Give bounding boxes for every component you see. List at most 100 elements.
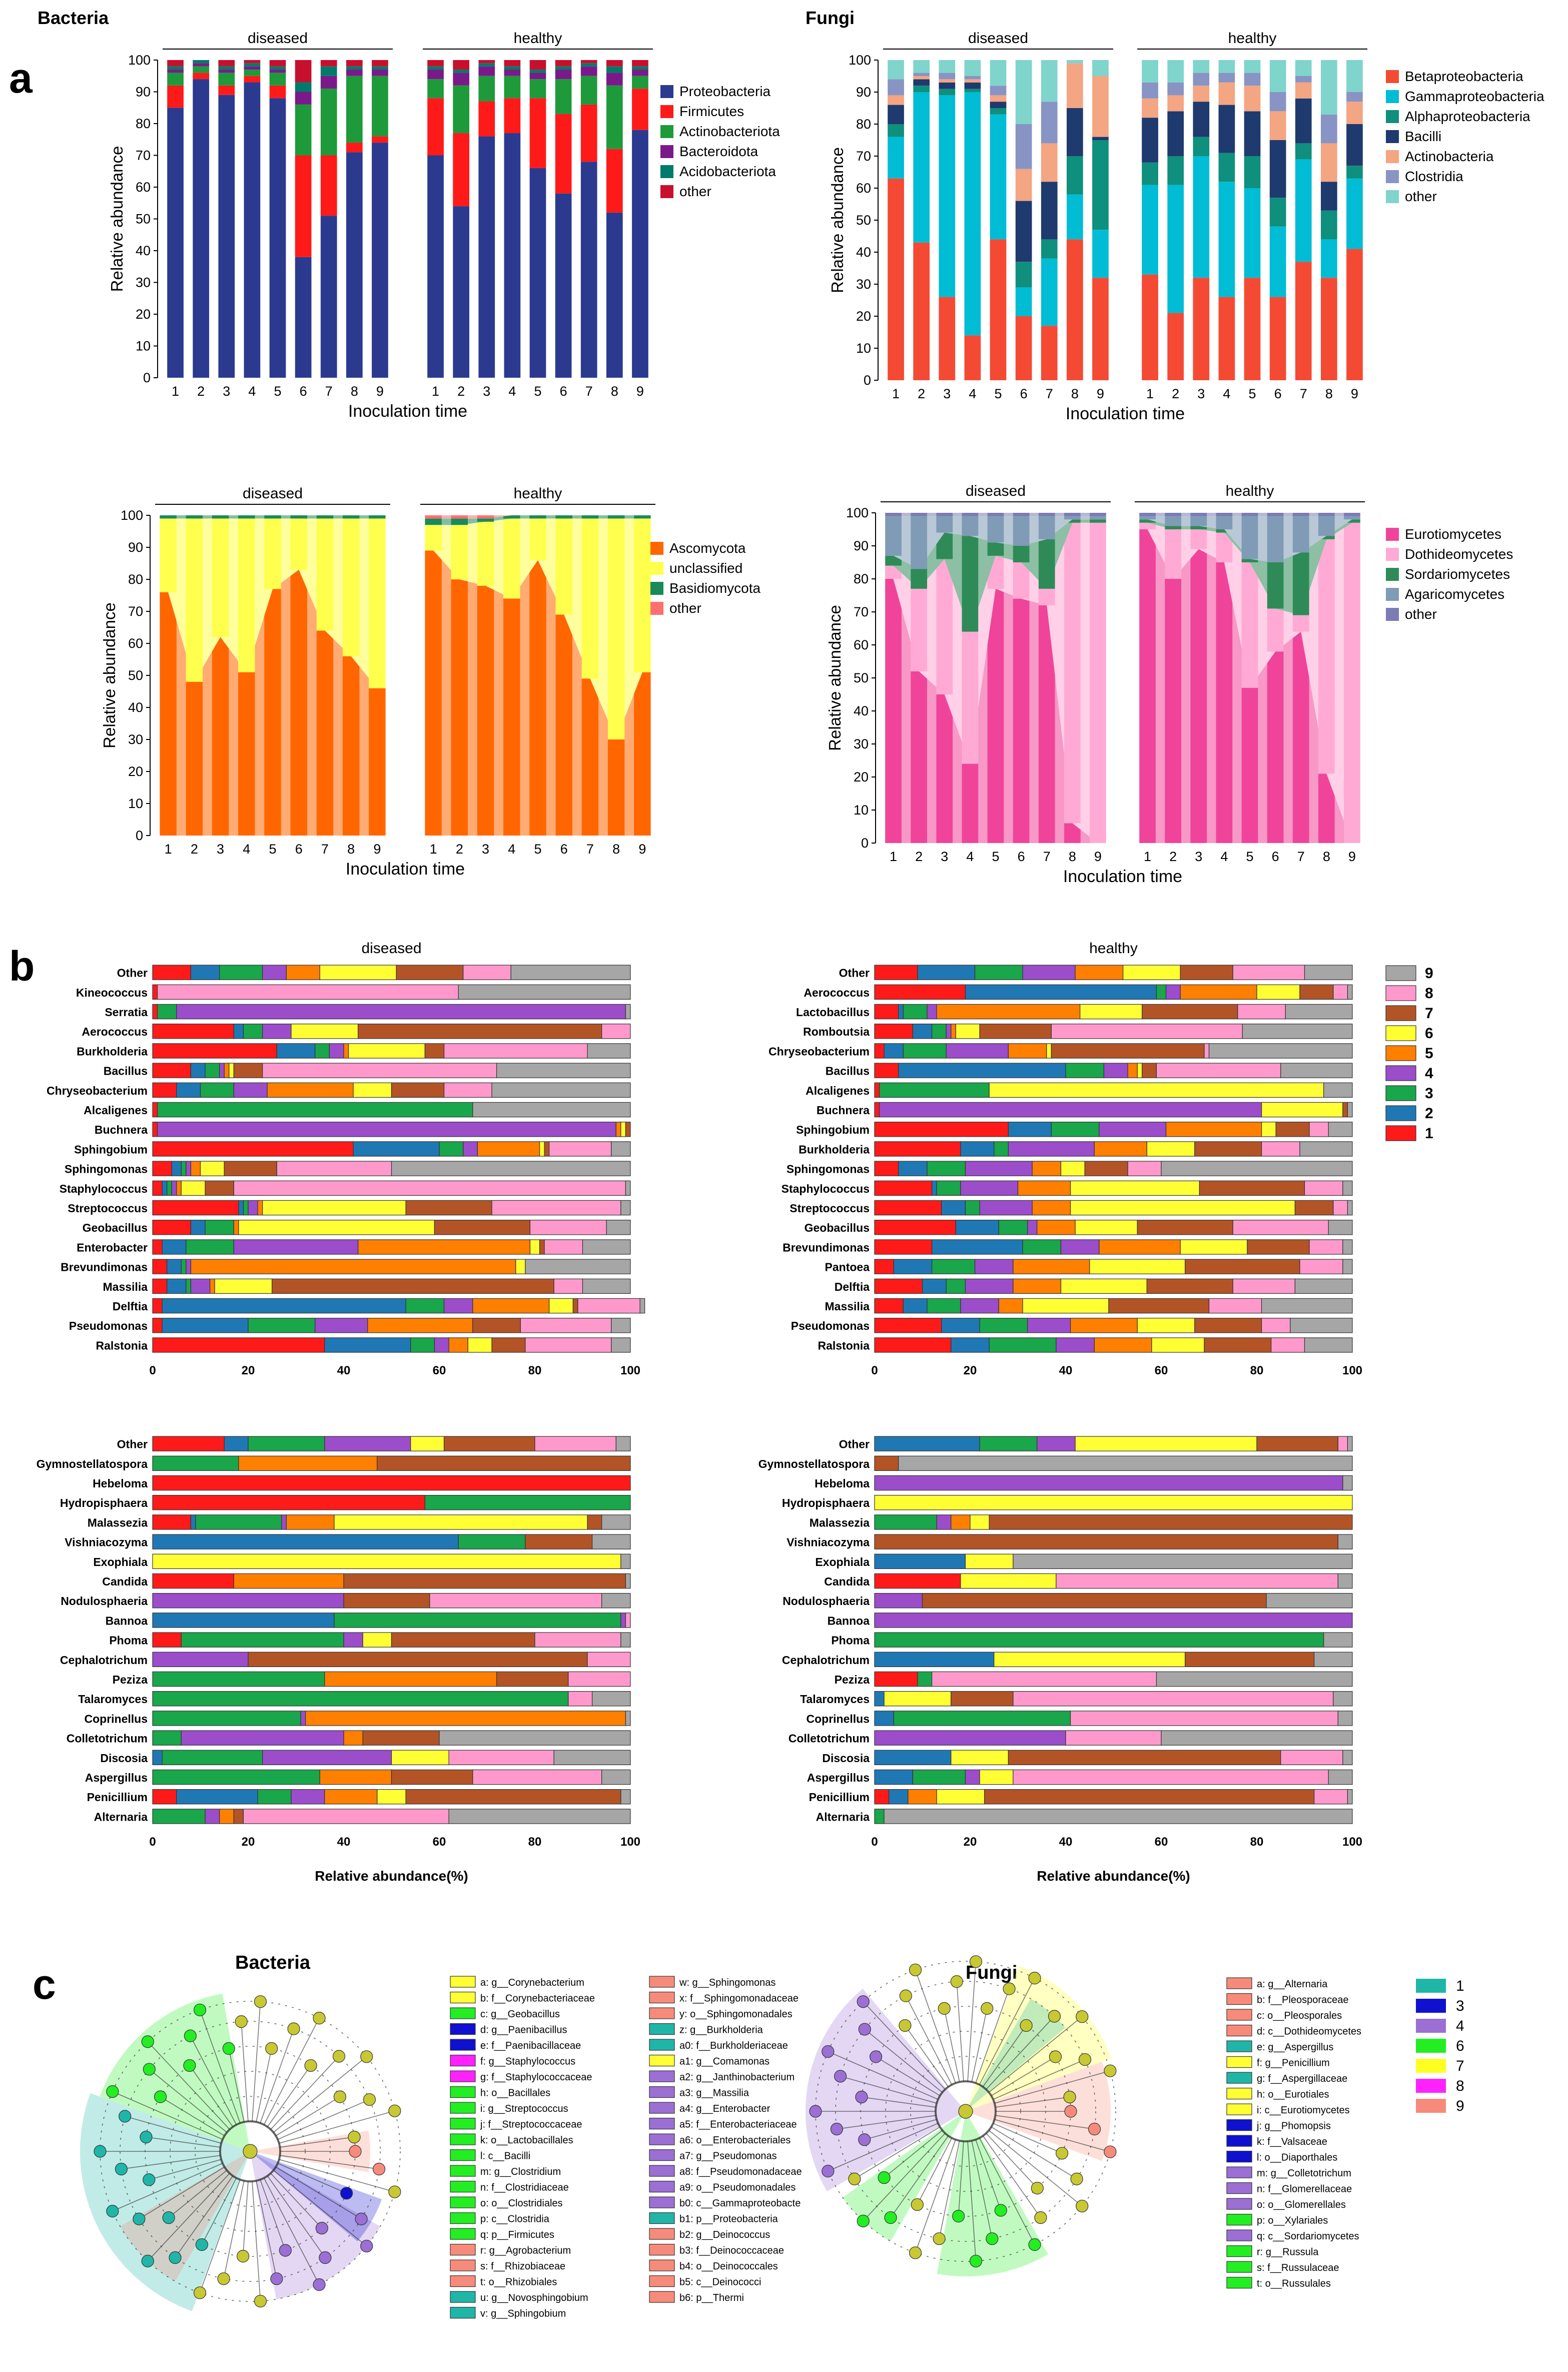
bar-segment-series-3: [243, 1200, 249, 1216]
bar-segment-Basidiomycota: [264, 515, 281, 519]
bar-segment-Basidiomycota: [342, 515, 360, 519]
bar-segment-series-6: [152, 1553, 621, 1569]
legend-label: Alphaproteobacteria: [1405, 109, 1530, 124]
legend-label: b6: p__Thermi: [679, 2292, 744, 2303]
row-label: Exophiala: [93, 1555, 148, 1568]
tree-node: [340, 2187, 353, 2200]
bar-segment-other: [913, 60, 930, 73]
legend-label: b3: f__Deinococcaceae: [679, 2245, 784, 2256]
legend-swatch: [1416, 2079, 1446, 2093]
bar-segment-series-4: [927, 1004, 937, 1020]
bar-segment-Sordariomycetes: [1190, 526, 1207, 529]
bar-segment-Dothideomycetes: [1139, 522, 1156, 529]
bar-segment-Actinobacteria: [913, 76, 930, 80]
tree-branch: [260, 2179, 286, 2251]
bar-segment-series-6: [1123, 965, 1181, 980]
bar-segment-series-3: [181, 1259, 187, 1274]
legend-swatch: [649, 2102, 675, 2114]
bar-segment-series-8: [1070, 1711, 1338, 1726]
tree-node: [1056, 2147, 1069, 2160]
legend-swatch: [649, 2228, 675, 2240]
legend-swatch: [660, 85, 673, 98]
bar-segment-series-7: [525, 1534, 593, 1549]
bar-segment-Eurotiomycetes: [911, 671, 928, 843]
legend-swatch: [649, 2291, 675, 2303]
bar-segment-Bacilli: [1193, 102, 1210, 137]
legend-label: b2: g__Deinococcus: [679, 2229, 770, 2240]
bar-segment-Firmicutes: [606, 149, 623, 213]
x-tick-label: 80: [528, 1835, 542, 1849]
bar-segment-Firmicutes: [346, 143, 363, 153]
tree-node: [933, 2232, 946, 2245]
bar-segment-Bacteroidota: [372, 70, 388, 76]
legend-swatch: [1226, 2072, 1252, 2084]
x-tick-label: 4: [248, 384, 256, 399]
bar-segment-Clostridia: [1142, 82, 1158, 99]
legend-swatch: [649, 2165, 675, 2177]
legend-label: l: c__Bacilli: [480, 2151, 530, 2162]
row-label: Candida: [824, 1575, 870, 1588]
bar-segment-Actinobacteria: [1041, 143, 1058, 182]
bar-segment-unclassified: [581, 518, 599, 679]
clade-sector: [966, 1965, 1112, 2111]
tree-node: [848, 2172, 861, 2185]
bar-segment-series-2: [190, 1220, 206, 1235]
bar-segment-series-2: [167, 1278, 187, 1294]
x-tick-label: 3: [223, 384, 230, 399]
y-axis-title: Relative abundance: [826, 605, 844, 751]
bar-segment-series-6: [1060, 1161, 1085, 1176]
bar-segment-other: [1269, 60, 1286, 92]
tree-branch: [986, 2016, 1055, 2090]
bar-segment-Agaricomycetes: [1241, 516, 1258, 559]
bar-segment-series-7: [343, 1593, 430, 1609]
group-title: diseased: [361, 940, 421, 957]
x-tick-label: 100: [1342, 1835, 1362, 1849]
chart-b-fungi-diseased: OtherGymnostellatosporaHebelomaHydropisp…: [37, 1436, 640, 1884]
bar-segment-series-8: [262, 1063, 497, 1078]
bar-segment-series-6: [1075, 1220, 1138, 1235]
row-label: Massilia: [825, 1300, 870, 1313]
bar-segment-Dothideomycetes: [1064, 522, 1081, 824]
legend-label: e: g__Aspergillus: [1257, 2042, 1333, 2053]
bar-segment-other: [529, 60, 546, 70]
bar-segment-series-5: [233, 1220, 239, 1235]
row-label: Geobacillus: [805, 1221, 870, 1234]
bar-segment-series-4: [186, 1259, 192, 1274]
tree-node: [360, 2239, 373, 2252]
tree-node: [809, 2105, 822, 2118]
bar-segment-series-9: [1347, 1102, 1353, 1118]
bar-segment-Acidobacteriota: [529, 70, 546, 73]
bar-segment-Ascomycota: [369, 688, 386, 836]
bar-segment-series-6: [319, 965, 397, 980]
row-label: Streptococcus: [790, 1202, 870, 1215]
bar-segment-series-3: [152, 1769, 320, 1785]
legend-label: Bacteroidota: [679, 144, 758, 159]
bar-segment-Proteobacteria: [529, 168, 546, 378]
bar-segment-series-1: [152, 1200, 239, 1216]
legend-label: y: o__Sphingomonadales: [679, 2009, 793, 2020]
x-tick-label: 5: [534, 842, 541, 857]
bar-segment-series-5: [1013, 1278, 1062, 1294]
bar-segment-Actinobacteriota: [320, 89, 337, 156]
tree-branch: [223, 2180, 245, 2279]
y-tick-label: 40: [128, 700, 143, 715]
legend-swatch: [450, 2149, 476, 2161]
bar-segment-other: [453, 60, 470, 70]
bar-segment-Clostridia: [913, 73, 930, 76]
row-label: Coprinellus: [806, 1712, 870, 1725]
tree-branch: [944, 2008, 960, 2082]
bar-segment-Basidiomycota: [581, 515, 599, 519]
bar-segment-Gammaproteobacteria: [913, 92, 930, 243]
bar-segment-series-4: [965, 1278, 1014, 1294]
tree-node: [193, 2286, 207, 2299]
tree-branch: [147, 2041, 230, 2130]
bar-segment-series-7: [1199, 1180, 1305, 1196]
bacteria-title: Bacteria: [38, 8, 109, 28]
bar-segment-series-6: [467, 1337, 492, 1353]
bar-segment-Betaproteobacteria: [939, 297, 956, 380]
bar-segment-series-8: [1237, 1004, 1286, 1020]
tree-branch: [125, 2116, 222, 2144]
x-tick-label: 5: [274, 384, 281, 399]
bar-segment-other: [964, 60, 981, 76]
tree-ring: [100, 2001, 401, 2302]
